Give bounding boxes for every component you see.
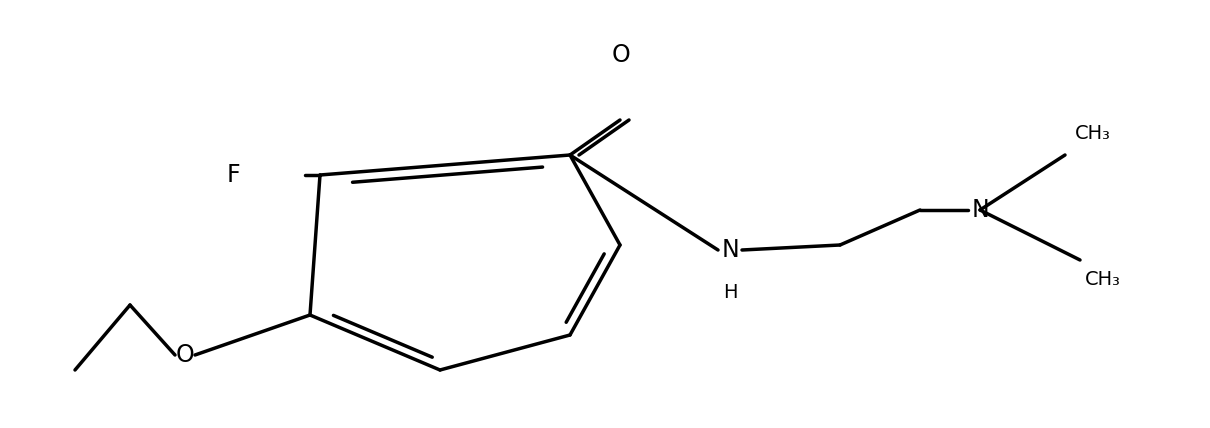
Text: N: N	[721, 238, 739, 262]
Text: CH₃: CH₃	[1085, 270, 1120, 289]
Text: H: H	[722, 283, 737, 302]
Text: N: N	[972, 198, 989, 222]
Text: F: F	[226, 163, 240, 187]
Text: CH₃: CH₃	[1074, 124, 1111, 143]
Text: O: O	[611, 43, 630, 67]
Text: O: O	[175, 343, 195, 367]
